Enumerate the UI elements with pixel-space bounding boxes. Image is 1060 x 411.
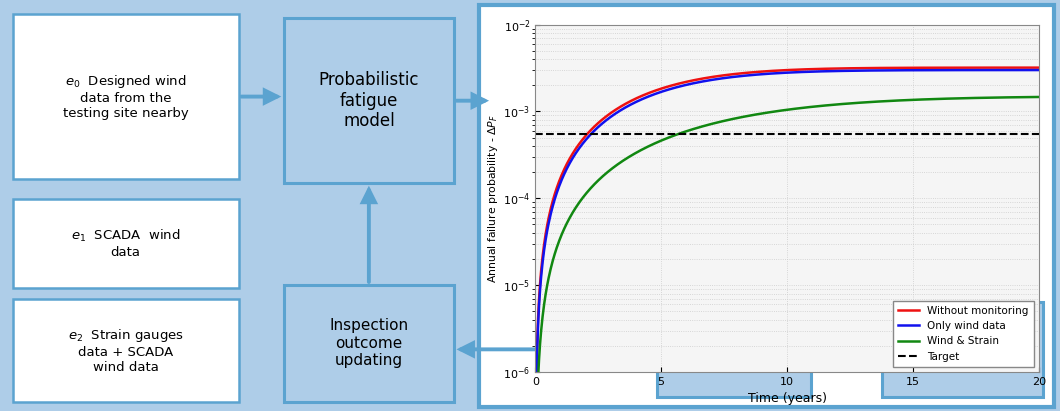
Target — [554, 132, 567, 136]
Without monitoring — [874, 65, 887, 70]
FancyBboxPatch shape — [13, 199, 238, 288]
Only wind data — [931, 68, 943, 73]
Only wind data — [732, 74, 745, 79]
FancyBboxPatch shape — [479, 5, 1054, 407]
Text: Inspection
outcome
updating: Inspection outcome updating — [330, 319, 408, 368]
FancyBboxPatch shape — [657, 302, 811, 397]
Line: Wind & Strain: Wind & Strain — [535, 97, 1039, 411]
Wind & Strain — [874, 99, 887, 104]
Text: $e_1$  SCADA  wind
data: $e_1$ SCADA wind data — [71, 228, 180, 259]
Only wind data — [874, 68, 887, 73]
X-axis label: Time (years): Time (years) — [747, 393, 827, 405]
Wind & Strain — [732, 115, 745, 120]
Legend: Without monitoring, Only wind data, Wind & Strain, Target: Without monitoring, Only wind data, Wind… — [893, 301, 1034, 367]
FancyBboxPatch shape — [13, 299, 238, 402]
FancyBboxPatch shape — [13, 14, 238, 179]
Wind & Strain — [750, 112, 763, 117]
Without monitoring — [750, 69, 763, 74]
Without monitoring — [921, 65, 934, 70]
Wind & Strain — [931, 97, 943, 102]
Text: Probabilistic
fatigue
model: Probabilistic fatigue model — [319, 71, 419, 131]
Only wind data — [1032, 67, 1045, 72]
Without monitoring — [581, 132, 594, 137]
Wind & Strain — [1032, 95, 1045, 99]
Without monitoring — [931, 65, 943, 70]
Wind & Strain — [581, 190, 594, 195]
FancyBboxPatch shape — [882, 302, 1043, 397]
Target — [529, 132, 542, 136]
FancyBboxPatch shape — [284, 285, 454, 402]
Only wind data — [921, 68, 934, 73]
Only wind data — [581, 136, 594, 141]
FancyBboxPatch shape — [284, 18, 454, 183]
Text: $e_2$  Strain gauges
data + SCADA
wind data: $e_2$ Strain gauges data + SCADA wind da… — [68, 327, 183, 374]
Wind & Strain — [921, 97, 934, 102]
Line: Only wind data: Only wind data — [535, 70, 1039, 411]
Line: Without monitoring: Without monitoring — [535, 68, 1039, 411]
Without monitoring — [1032, 65, 1045, 70]
Only wind data — [750, 72, 763, 77]
Text: $e_0$  Designed wind
data from the
testing site nearby: $e_0$ Designed wind data from the testin… — [63, 73, 189, 120]
Text: Maintenance
policy: Maintenance policy — [909, 330, 1015, 369]
Without monitoring — [732, 71, 745, 76]
Text: Inspection
model: Inspection model — [691, 330, 777, 369]
Y-axis label: Annual failure probability - $\Delta P_F$: Annual failure probability - $\Delta P_F… — [487, 114, 500, 283]
